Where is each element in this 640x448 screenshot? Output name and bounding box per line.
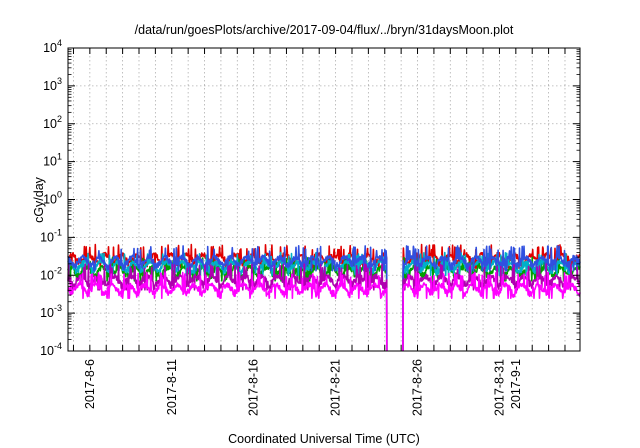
series-layer <box>67 243 581 352</box>
series-line <box>402 245 581 352</box>
y-tick-label: 10-4 <box>40 341 62 358</box>
grid <box>68 48 580 351</box>
y-tick-label: 10-2 <box>40 265 62 282</box>
y-tick-label: 10-3 <box>40 303 62 320</box>
series-line <box>402 256 581 352</box>
x-tick-label: 2017-9-1 <box>509 359 523 409</box>
y-tick-label: 100 <box>43 190 62 207</box>
y-tick-label: 10-1 <box>40 227 62 244</box>
series-line <box>402 271 581 352</box>
y-tick-label: 104 <box>43 38 62 55</box>
y-axis-label: cGy/day <box>32 176 46 223</box>
series-line <box>67 263 388 352</box>
x-tick-label: 2017-8-11 <box>165 359 179 415</box>
y-tick-label: 101 <box>43 152 62 169</box>
series-line <box>67 271 388 352</box>
x-tick-label: 2017-8-26 <box>411 359 425 416</box>
y-tick-label: 102 <box>43 114 62 131</box>
x-tick-label: 2017-8-16 <box>247 359 261 416</box>
y-tick-label: 103 <box>43 76 62 93</box>
x-tick-label: 2017-8-21 <box>329 359 343 416</box>
x-tick-label: 2017-8-6 <box>83 359 97 409</box>
ticks: 10-4 10-3 10-2 10-1 100 101 102 103 104 2017-8-6 2… <box>40 38 580 416</box>
chart-title: /data/run/goesPlots/archive/2017-09-04/f… <box>135 23 514 37</box>
x-axis-label: Coordinated Universal Time (UTC) <box>228 432 420 446</box>
x-tick-label: 2017-8-31 <box>492 359 506 416</box>
series-line <box>67 245 388 352</box>
